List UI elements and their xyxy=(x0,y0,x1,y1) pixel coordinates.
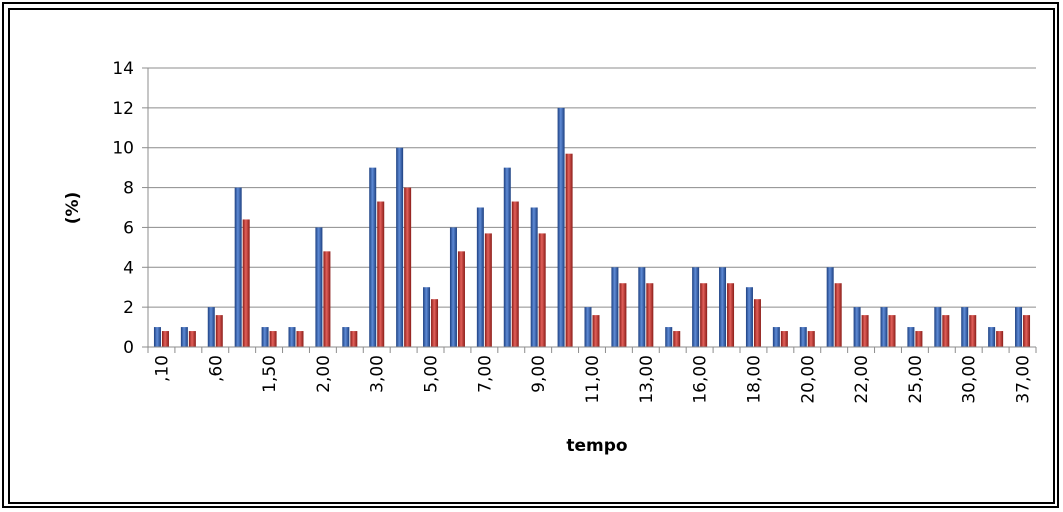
bar-series-2 xyxy=(215,315,223,347)
x-tick-label: 16,00 xyxy=(691,355,711,404)
x-tick-label: ,60 xyxy=(206,355,226,382)
bar-series-2 xyxy=(807,331,815,347)
y-tick-label: 0 xyxy=(123,338,134,358)
bar-series-2 xyxy=(404,187,412,347)
bar-series-1 xyxy=(719,267,727,347)
chart-frame-inner xyxy=(8,8,1055,504)
bar-series-2 xyxy=(592,315,600,347)
x-tick-label: 13,00 xyxy=(637,355,657,404)
bar-series-2 xyxy=(888,315,896,347)
x-axis-title: tempo xyxy=(566,436,627,456)
bar-series-1 xyxy=(207,307,215,347)
bar-series-2 xyxy=(619,283,627,347)
bar-series-1 xyxy=(799,327,807,347)
bar-series-2 xyxy=(942,315,950,347)
bar-series-1 xyxy=(503,167,511,347)
bar-series-1 xyxy=(476,207,484,347)
x-tick-label: 11,00 xyxy=(583,355,603,404)
bar-series-2 xyxy=(1023,315,1031,347)
y-tick-label: 8 xyxy=(123,179,134,199)
bar-series-1 xyxy=(557,107,565,347)
y-tick-label: 12 xyxy=(112,99,134,119)
bar-series-2 xyxy=(511,201,519,347)
bar-series-2 xyxy=(673,331,681,347)
bar-series-2 xyxy=(780,331,788,347)
bar-series-1 xyxy=(180,327,188,347)
bar-series-1 xyxy=(315,227,323,347)
bar-series-2 xyxy=(915,331,923,347)
bar-series-1 xyxy=(638,267,646,347)
y-tick-label: 4 xyxy=(123,258,134,278)
bar-series-2 xyxy=(538,233,546,347)
x-tick-label: 3,00 xyxy=(368,355,388,393)
bar-series-1 xyxy=(853,307,861,347)
bar-series-1 xyxy=(907,327,915,347)
y-tick-label: 10 xyxy=(112,139,134,159)
bar-series-2 xyxy=(861,315,869,347)
bar-series-1 xyxy=(261,327,269,347)
bar-series-2 xyxy=(296,331,304,347)
bar-series-1 xyxy=(396,147,404,347)
bar-series-2 xyxy=(727,283,735,347)
bar-series-2 xyxy=(377,201,385,347)
x-tick-label: 25,00 xyxy=(906,355,926,404)
bar-series-1 xyxy=(692,267,700,347)
bar-series-1 xyxy=(449,227,457,347)
bar-series-1 xyxy=(369,167,377,347)
bar-series-2 xyxy=(565,153,573,347)
x-tick-label: 18,00 xyxy=(744,355,764,404)
y-tick-label: 14 xyxy=(112,59,134,79)
bar-series-1 xyxy=(234,187,242,347)
bars xyxy=(153,107,1031,347)
gridlines xyxy=(148,67,1036,308)
x-tick-label: 37,00 xyxy=(1014,355,1034,404)
bar-series-1 xyxy=(880,307,888,347)
bar-series-2 xyxy=(753,299,761,347)
bar-series-2 xyxy=(834,283,842,347)
x-tick-label: 30,00 xyxy=(960,355,980,404)
y-tick-label: 6 xyxy=(123,218,134,238)
bar-series-1 xyxy=(153,327,161,347)
x-tick-label: 9,00 xyxy=(529,355,549,393)
bar-series-1 xyxy=(1015,307,1023,347)
bar-series-2 xyxy=(969,315,977,347)
bar-series-2 xyxy=(323,251,331,347)
bar-series-1 xyxy=(584,307,592,347)
bar-series-1 xyxy=(826,267,834,347)
bar-series-2 xyxy=(188,331,196,347)
bar-series-2 xyxy=(996,331,1004,347)
bar-series-2 xyxy=(484,233,492,347)
bar-series-1 xyxy=(611,267,619,347)
bar-series-1 xyxy=(745,287,753,347)
bar-series-2 xyxy=(646,283,654,347)
bar-series-2 xyxy=(431,299,439,347)
bar-series-2 xyxy=(350,331,358,347)
bar-series-1 xyxy=(772,327,780,347)
bar-series-1 xyxy=(934,307,942,347)
x-tick-label: 22,00 xyxy=(852,355,872,404)
bar-series-2 xyxy=(457,251,465,347)
x-tick-label: ,10 xyxy=(152,355,172,382)
bar-series-2 xyxy=(161,331,169,347)
bar-series-1 xyxy=(961,307,969,347)
axes: 0 2 4 6 8 10 12 14 ,10 ,60 1,50 2,00 3,00 5,00 7,00 9,0… xyxy=(112,59,1037,404)
bar-series-2 xyxy=(700,283,708,347)
bar-series-1 xyxy=(988,327,996,347)
x-tick-label: 1,50 xyxy=(260,355,280,393)
bar-series-1 xyxy=(288,327,296,347)
bar-series-2 xyxy=(269,331,277,347)
x-tick-label: 2,00 xyxy=(314,355,334,393)
x-tick-label: 20,00 xyxy=(798,355,818,404)
x-tick-label: 5,00 xyxy=(422,355,442,393)
bar-series-1 xyxy=(665,327,673,347)
y-axis-title: (%) xyxy=(63,192,83,225)
y-tick-label: 2 xyxy=(123,298,134,318)
bar-series-1 xyxy=(423,287,431,347)
bar-series-2 xyxy=(242,219,250,347)
bar-series-1 xyxy=(342,327,350,347)
bar-series-1 xyxy=(530,207,538,347)
x-tick-label: 7,00 xyxy=(475,355,495,393)
